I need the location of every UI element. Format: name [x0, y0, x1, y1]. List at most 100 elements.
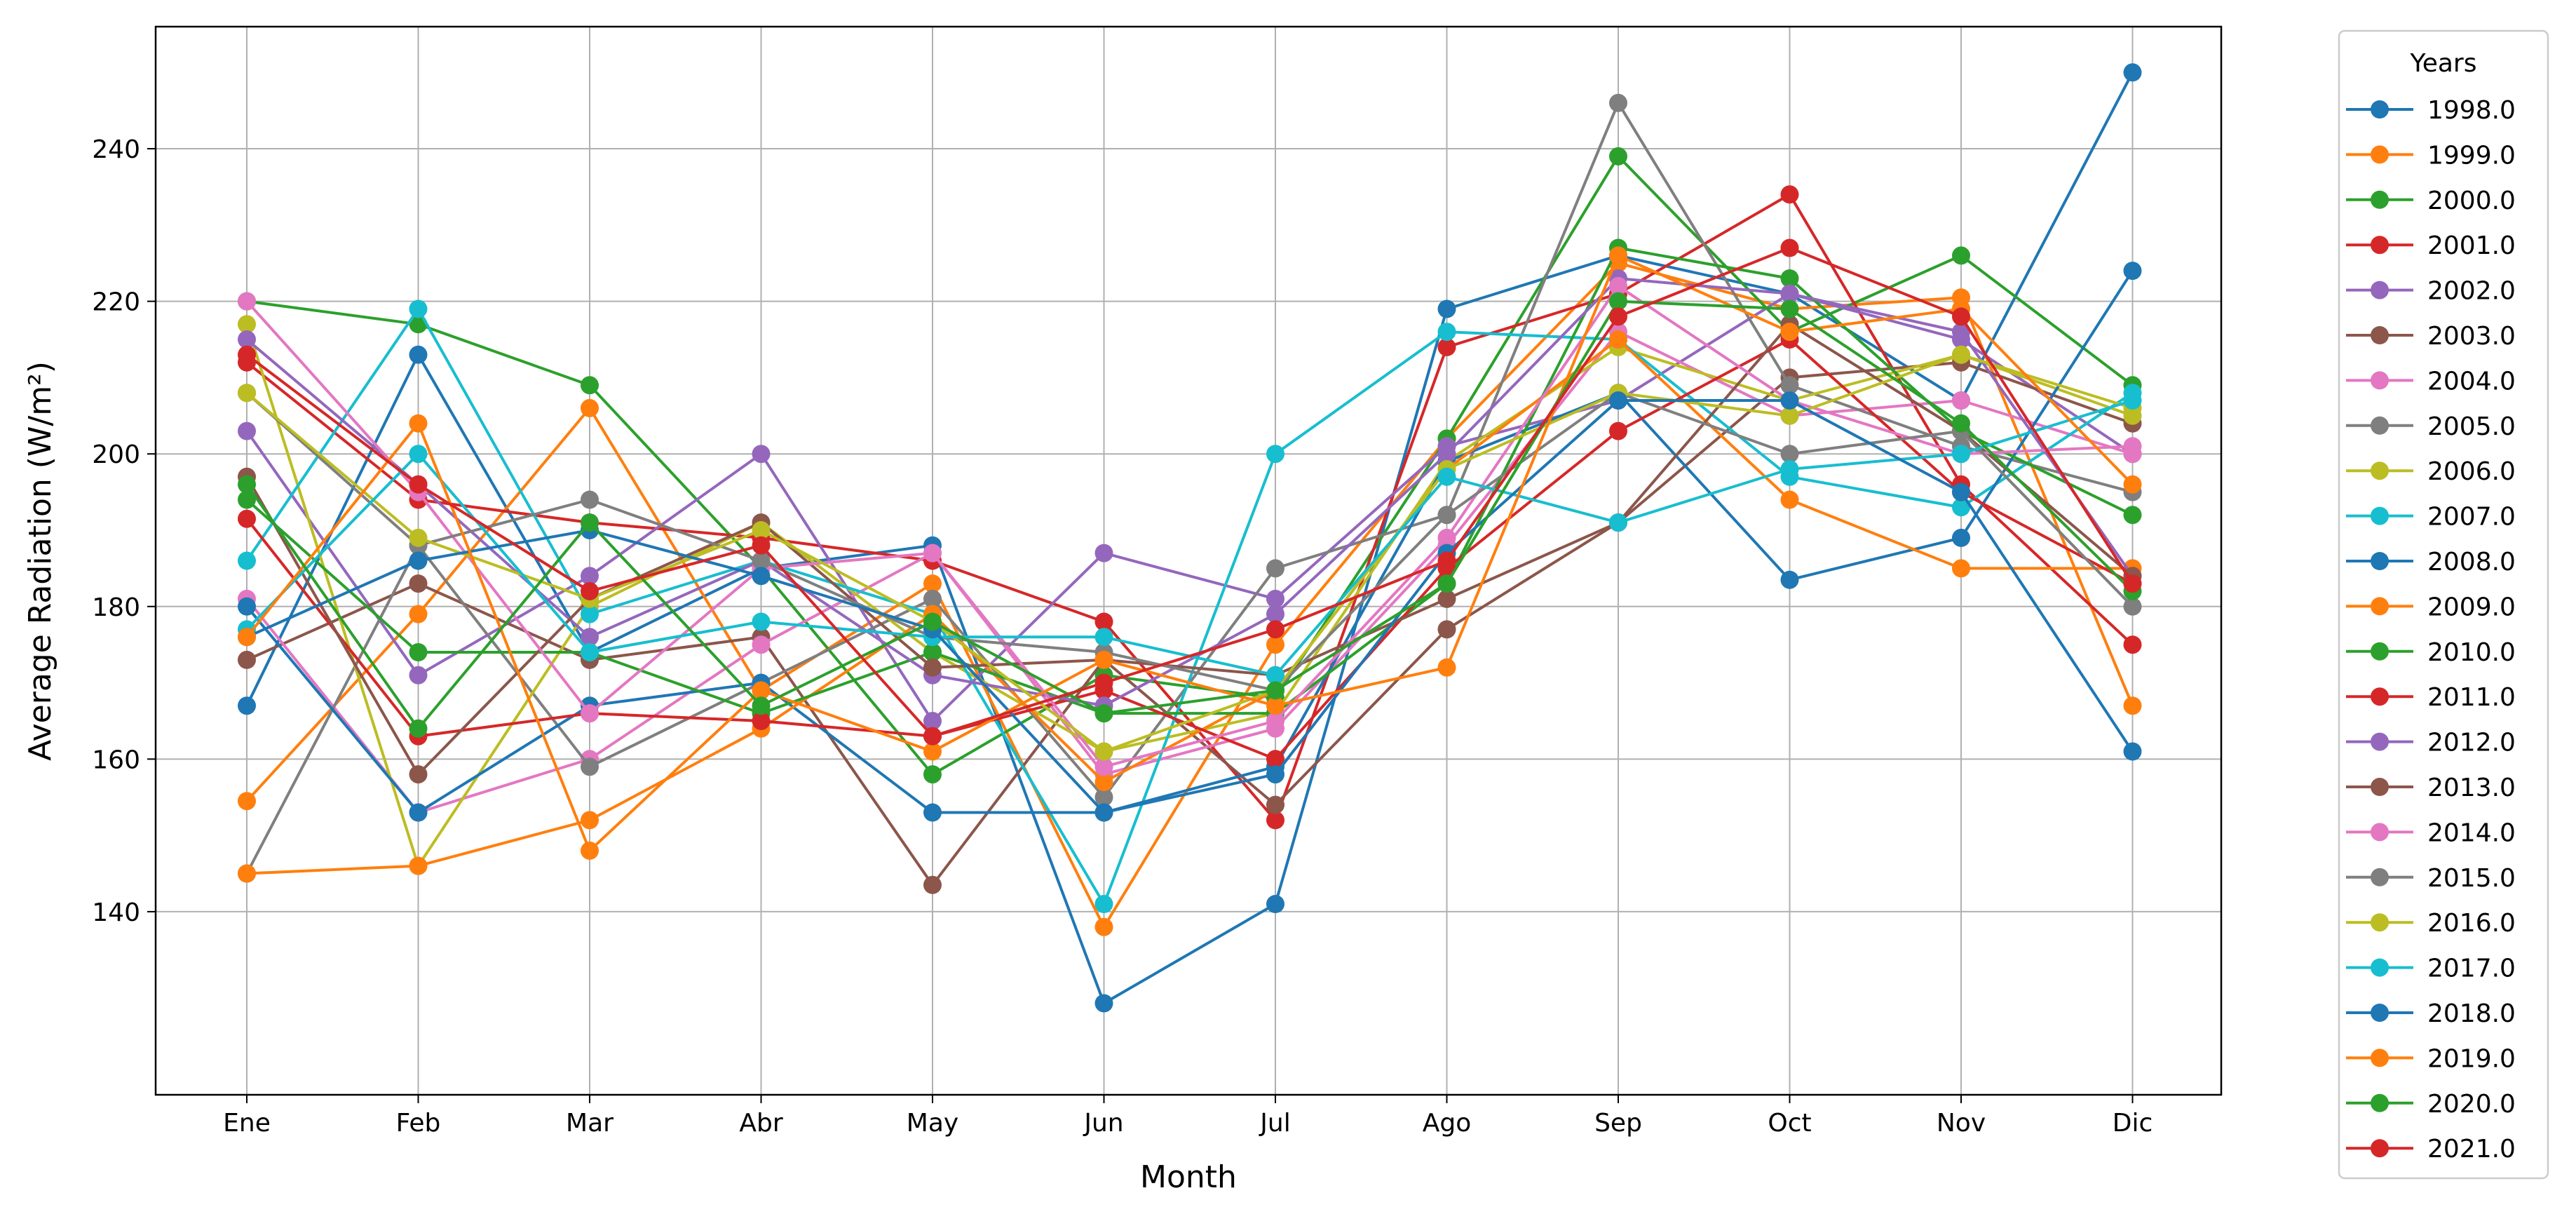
series-line	[246, 338, 2133, 875]
legend-item: 2000.0	[2346, 187, 2516, 215]
data-point	[1609, 276, 1627, 295]
data-point	[1094, 544, 1113, 562]
data-point	[2123, 696, 2142, 715]
legend-item: 2002.0	[2346, 277, 2516, 306]
legend-item: 1998.0	[2346, 96, 2516, 125]
data-point	[1094, 917, 1113, 936]
legend-marker	[2371, 190, 2389, 209]
data-point	[2123, 635, 2142, 654]
data-point	[581, 628, 599, 647]
legend-label: 2016.0	[2427, 909, 2516, 938]
data-point	[1780, 490, 1799, 509]
data-point	[1609, 422, 1627, 440]
data-point	[409, 445, 428, 464]
legend-marker	[2371, 145, 2389, 164]
series-line	[245, 323, 2134, 868]
legend-item: 2009.0	[2346, 593, 2516, 621]
data-point	[2123, 574, 2142, 593]
data-point	[2123, 391, 2142, 410]
data-point	[1437, 574, 1456, 593]
data-point	[238, 422, 256, 440]
series-line	[245, 246, 2134, 738]
series-line	[245, 246, 2134, 715]
data-point	[409, 643, 428, 661]
data-point	[409, 551, 428, 570]
legend-marker	[2371, 687, 2389, 706]
series-line	[245, 338, 2134, 761]
data-point	[1780, 460, 1799, 478]
grid-lines	[156, 27, 2221, 1095]
data-point	[923, 765, 942, 784]
legend-label: 2015.0	[2427, 864, 2516, 893]
data-point	[581, 513, 599, 532]
data-point	[581, 582, 599, 600]
legend-item: 2013.0	[2346, 774, 2516, 802]
data-point	[238, 864, 256, 883]
data-point	[752, 445, 771, 464]
data-point	[923, 574, 942, 593]
series-line	[245, 391, 2134, 692]
data-point	[1266, 765, 1284, 784]
legend-label: 2006.0	[2427, 457, 2516, 486]
y-tick-label: 160	[92, 746, 140, 774]
legend: Years 1998.0 1999.0 2000.0 2001.0 2002.0 2003…	[2338, 29, 2549, 1180]
data-point	[1094, 757, 1113, 776]
legend-item: 2018.0	[2346, 999, 2516, 1028]
series-line	[246, 399, 2134, 814]
series-line	[245, 262, 2134, 929]
data-point	[1094, 628, 1113, 647]
data-point	[1437, 445, 1456, 464]
x-tick-label: Ene	[223, 1109, 271, 1138]
data-point	[409, 345, 428, 364]
data-point	[923, 727, 942, 746]
data-point	[1266, 895, 1284, 913]
series-line	[245, 299, 2134, 730]
legend-label: 2005.0	[2427, 412, 2516, 441]
data-point	[1266, 681, 1284, 700]
x-tick-label: Jul	[1259, 1109, 1290, 1138]
data-point	[581, 757, 599, 776]
legend-items: 1998.0 1999.0 2000.0 2001.0 2002.0 2003.0 2004…	[2346, 96, 2516, 1164]
legend-label: 1998.0	[2427, 96, 2516, 125]
data-point	[1266, 696, 1284, 715]
data-point	[1952, 307, 1970, 326]
data-point	[409, 574, 428, 593]
data-point	[752, 696, 771, 715]
data-point	[238, 650, 256, 669]
data-point	[1094, 650, 1113, 669]
legend-label: 2001.0	[2427, 231, 2516, 260]
data-point	[238, 696, 256, 715]
legend-label: 2013.0	[2427, 774, 2516, 802]
data-point	[752, 567, 771, 586]
legend-item: 2012.0	[2346, 729, 2516, 757]
data-point	[1437, 620, 1456, 639]
data-point	[1780, 299, 1799, 318]
data-point	[1780, 269, 1799, 288]
legend-marker	[2371, 958, 2389, 977]
data-point	[238, 345, 256, 364]
legend-marker	[2371, 1093, 2389, 1112]
data-point	[409, 666, 428, 685]
data-point	[238, 490, 256, 509]
legend-marker	[2371, 371, 2389, 390]
data-point	[409, 765, 428, 784]
legend-marker	[2371, 868, 2389, 886]
data-point	[2123, 475, 2142, 494]
data-point	[923, 589, 942, 608]
data-point	[1437, 323, 1456, 342]
data-point	[1952, 323, 1970, 342]
data-point	[752, 612, 771, 631]
data-point	[1266, 589, 1284, 608]
legend-item: 2019.0	[2346, 1044, 2516, 1073]
data-point	[1952, 445, 1970, 464]
legend-marker	[2371, 416, 2389, 435]
legend-item: 2005.0	[2346, 412, 2516, 441]
y-tick-label: 220	[92, 288, 140, 317]
data-point	[581, 643, 599, 661]
data-point	[1437, 528, 1456, 547]
series-line	[245, 307, 2134, 905]
legend-label: 2011.0	[2427, 683, 2516, 712]
data-point	[1266, 666, 1284, 685]
data-point	[1437, 589, 1456, 608]
